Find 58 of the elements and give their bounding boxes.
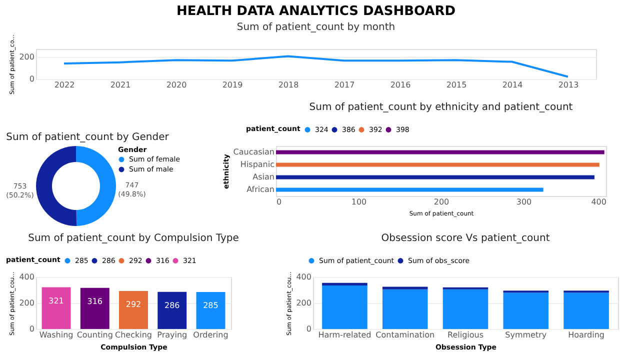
x-tick-label: 2018 <box>278 80 299 90</box>
y-tick-label: 400 <box>19 272 34 282</box>
x-tick-label: 2014 <box>502 80 523 90</box>
donut-slice <box>36 146 77 226</box>
y-tick-label: 0 <box>29 324 34 334</box>
bar <box>442 289 488 329</box>
x-tick-label: 100 <box>351 198 367 206</box>
donut-slice <box>76 146 116 226</box>
bar <box>564 292 609 329</box>
x-tick-label: 2013 <box>558 80 579 90</box>
y-tick-label: Asian <box>252 172 274 182</box>
chart-title: Sum of patient_count by Compulsion Type <box>28 233 239 244</box>
x-tick-label: 300 <box>516 198 532 206</box>
x-tick-label: Contamination <box>376 330 435 340</box>
data-label: 316 <box>87 296 103 306</box>
x-tick-label: 0 <box>276 198 282 206</box>
x-tick-label: 2019 <box>222 80 243 90</box>
x-tick-label: 200 <box>434 198 450 206</box>
bar <box>322 282 368 286</box>
x-tick-label: 2022 <box>54 80 75 90</box>
y-tick-label: 200 <box>19 298 34 308</box>
y-tick-label: 400 <box>296 272 312 282</box>
chart-title: Obsession score Vs patient_count <box>381 233 550 244</box>
x-tick-label: Ordering <box>193 330 228 340</box>
y-tick-label: 0 <box>29 74 34 84</box>
x-tick-label: 2016 <box>390 80 411 90</box>
x-tick-label: 2017 <box>334 80 355 90</box>
chart-title: Sum of patient_count by Gender <box>6 132 170 143</box>
data-label: 292 <box>126 300 142 310</box>
chart-subtitle: Sum of patient_count by month <box>236 22 396 34</box>
x-tick-label: Religious <box>448 330 484 340</box>
bar <box>503 292 549 329</box>
data-label: 321 <box>48 296 64 306</box>
x-tick-label: Symmetry <box>505 330 547 340</box>
x-tick-label: 400 <box>591 198 606 206</box>
x-tick-label: Counting <box>76 330 113 340</box>
y-tick-label: 0 <box>306 324 312 334</box>
y-tick-label: Hispanic <box>240 160 274 169</box>
chart-title: Sum of patient_count by ethnicity and patient_count <box>309 102 573 113</box>
x-tick-label: 2015 <box>446 80 467 90</box>
x-tick-label: Harm-related <box>318 330 372 340</box>
y-tick-label: African <box>246 184 274 194</box>
y-tick-label: Caucasian <box>233 147 274 156</box>
x-tick-label: Washing <box>39 330 74 340</box>
x-tick-label: Hoarding <box>568 330 605 340</box>
x-tick-label: 2020 <box>166 80 187 90</box>
line-series <box>63 55 569 78</box>
chart-title: HEALTH DATA ANALYTICS DASHBOARD <box>176 4 456 20</box>
y-tick-label: 200 <box>19 52 34 62</box>
x-tick-label: 2021 <box>110 80 131 90</box>
x-tick-label: Checking <box>115 330 152 340</box>
x-tick-label: Praying <box>157 330 188 340</box>
bar <box>382 289 428 329</box>
data-label: 285 <box>203 300 218 310</box>
data-label: 286 <box>164 300 180 310</box>
bar <box>322 285 368 329</box>
y-tick-label: 200 <box>296 298 312 308</box>
bar <box>382 286 428 290</box>
